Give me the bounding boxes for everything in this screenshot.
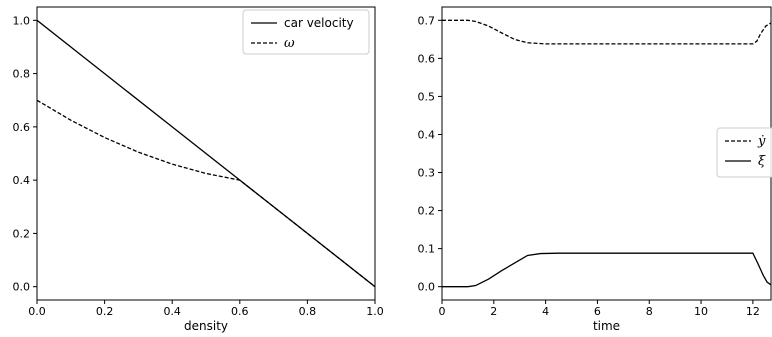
x-tick-label: 2: [490, 305, 497, 318]
legend-entry-label: ξ: [758, 154, 766, 169]
left-chart-lines: [37, 19, 375, 288]
legend-entry-label: car velocity: [284, 16, 354, 30]
y-tick-label: 0.2: [13, 227, 31, 240]
x-tick-label: 4: [542, 305, 549, 318]
y-tick-label: 0.7: [418, 14, 436, 27]
right-chart-xlabel: time: [593, 319, 620, 333]
legend-entry-label: ω: [284, 36, 295, 51]
y-tick-label: 0.5: [418, 90, 436, 103]
y-tick-label: 0.4: [418, 128, 436, 141]
y-tick-label: 0.3: [418, 167, 436, 180]
legend-box: [242, 9, 370, 55]
series-line-0: [442, 19, 771, 45]
x-tick-label: 0.8: [299, 305, 317, 318]
y-tick-label: 0.0: [13, 281, 31, 294]
x-tick-label: 12: [746, 305, 760, 318]
series-line-1: [442, 252, 771, 288]
y-tick-label: 0.6: [13, 121, 31, 134]
x-tick-label: 0.4: [163, 305, 181, 318]
x-tick-label: 10: [694, 305, 708, 318]
y-tick-label: 0.4: [13, 174, 31, 187]
y-tick-label: 0.0: [418, 281, 436, 294]
left-chart-ticks: 0.0 0.2 0.4 0.6 0.8 1.0 0.0 0.2 0.4 0.6 0.8 1.0: [13, 14, 384, 318]
x-tick-label: 8: [646, 305, 653, 318]
x-tick-label: 0: [439, 305, 446, 318]
right-chart-ticks: 0 2 4 6 8 10 12 0.0 0.1 0.2 0.3 0.4 0.5 0.6 0.7: [418, 14, 760, 318]
legend-entry-label: ẏ: [757, 134, 766, 149]
left-chart-frame: [36, 6, 376, 301]
y-tick-label: 0.6: [418, 52, 436, 65]
y-tick-label: 0.1: [418, 243, 436, 256]
x-tick-label: 0.2: [96, 305, 114, 318]
right-chart-legend: ẏξ: [716, 127, 772, 178]
series-line-1: [37, 99, 375, 288]
right-chart-panel: 0 2 4 6 8 10 12 0.0 0.1 0.2 0.3 0.4 0.5 0.6 0.7 time ẏ…: [418, 6, 772, 333]
right-chart-lines: [442, 19, 771, 288]
y-tick-label: 1.0: [13, 14, 31, 27]
left-chart-xlabel: density: [184, 319, 228, 333]
x-tick-label: 6: [594, 305, 601, 318]
x-tick-label: 0.6: [231, 305, 249, 318]
y-tick-label: 0.2: [418, 205, 436, 218]
x-tick-label: 1.0: [366, 305, 384, 318]
legend-box: [716, 127, 772, 178]
left-chart-legend: car velocity ω: [242, 9, 370, 55]
x-tick-label: 0.0: [28, 305, 46, 318]
y-tick-label: 0.8: [13, 68, 31, 81]
left-chart-panel: 0.0 0.2 0.4 0.6 0.8 1.0 0.0 0.2 0.4 0.6 0.8 1.0 den…: [13, 6, 384, 333]
